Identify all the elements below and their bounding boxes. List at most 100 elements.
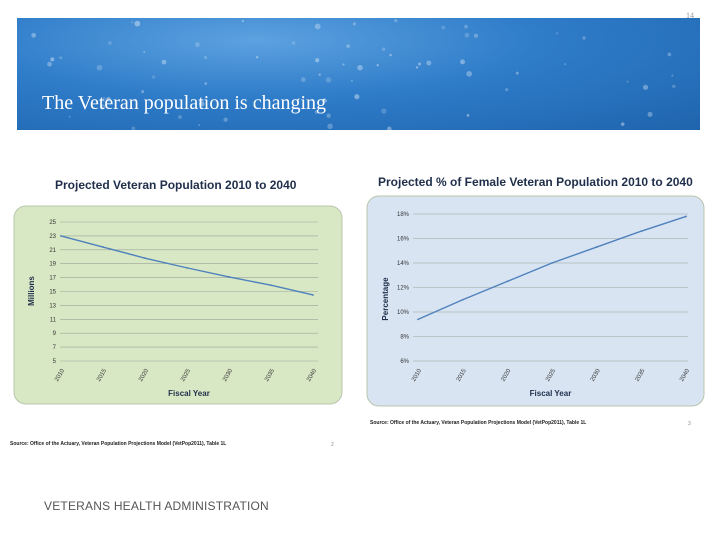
banner-star: [131, 21, 134, 24]
footer-text: VETERANS HEALTH ADMINISTRATION: [44, 499, 269, 513]
banner-star: [389, 53, 392, 57]
banner-star: [346, 44, 350, 48]
banner-star: [101, 96, 107, 103]
banner-star: [327, 123, 333, 130]
banner-star: [376, 63, 379, 67]
banner-star: [620, 122, 625, 126]
banner-star: [350, 79, 354, 83]
banner-star: [466, 113, 470, 117]
chart2-data-point: [685, 215, 687, 218]
banner-star: [59, 56, 63, 60]
chart1-y-tick-label: 21: [49, 248, 56, 254]
chart2-y-axis-label: Percentage: [381, 277, 390, 321]
chart1-data-point: [186, 266, 188, 269]
chart2-x-axis-label: Fiscal Year: [530, 389, 572, 398]
chart2-y-tick-label: 6%: [400, 359, 409, 365]
chart1-y-tick-label: 17: [49, 276, 56, 282]
banner-star: [460, 59, 466, 65]
banner-star: [505, 88, 509, 92]
chart2-source: Source: Office of the Actuary, Veteran P…: [370, 420, 587, 426]
chart1-title: Projected Veteran Population 2010 to 204…: [55, 178, 297, 192]
banner-star: [134, 20, 141, 27]
banner-star: [352, 22, 356, 26]
page-number: 14: [686, 11, 694, 20]
banner-star: [357, 64, 363, 71]
banner-star: [152, 75, 156, 79]
chart2-data-point: [417, 318, 419, 321]
banner-star: [256, 56, 259, 59]
chart1-y-tick-label: 19: [49, 262, 56, 268]
banner-star: [466, 71, 472, 77]
banner-star: [394, 19, 398, 23]
chart1-y-tick-label: 23: [49, 234, 56, 240]
banner-star: [381, 47, 386, 51]
chart1-y-tick-label: 15: [49, 290, 56, 296]
banner-star: [198, 101, 205, 107]
banner-star: [315, 58, 320, 63]
chart2-data-point: [506, 280, 509, 283]
chart1-y-tick-label: 7: [53, 345, 57, 351]
banner-star: [647, 111, 653, 117]
chart1-y-axis-label: Millions: [27, 276, 36, 306]
banner-star: [323, 99, 327, 103]
chart1-data-point: [144, 257, 146, 260]
banner-star: [564, 62, 567, 66]
banner-star: [96, 64, 103, 71]
banner-star: [464, 24, 469, 29]
chart1-data-point: [228, 276, 230, 278]
chart1-source-ref: 2: [331, 442, 334, 448]
banner-star: [515, 71, 519, 75]
chart1-data-point: [102, 246, 104, 248]
banner-star: [107, 41, 112, 45]
banner-star: [291, 41, 296, 45]
banner-star: [50, 57, 55, 62]
banner-star: [300, 77, 306, 82]
chart1-data-point: [60, 235, 62, 237]
banner-star: [47, 61, 52, 67]
banner-star: [31, 32, 37, 38]
chart1-source: Source: Office of the Actuary, Veteran P…: [10, 441, 227, 447]
chart2-data-point: [595, 246, 598, 248]
star-pattern: [31, 19, 676, 130]
banner-star: [626, 80, 629, 83]
slide-title: The Veteran population is changing: [42, 92, 327, 114]
banner-star: [672, 84, 676, 88]
banner-star: [241, 19, 244, 23]
banner-star: [642, 84, 649, 90]
banner-star: [325, 77, 332, 83]
banner-star: [204, 82, 208, 85]
banner-star: [326, 113, 331, 118]
banner-star: [555, 31, 559, 35]
banner-star: [141, 90, 145, 94]
banner-star: [203, 55, 208, 60]
banner-star: [671, 74, 674, 77]
banner-star: [441, 25, 446, 30]
banner-star: [106, 96, 111, 102]
chart2-y-tick-label: 16%: [397, 237, 410, 243]
chart2-source-ref: 3: [688, 421, 691, 427]
chart2-plot-background: [366, 195, 705, 407]
chart2-title: Projected % of Female Veteran Population…: [378, 175, 693, 189]
banner-star: [415, 66, 419, 69]
chart2-y-tick-label: 18%: [397, 212, 410, 218]
chart1-y-tick-label: 25: [49, 220, 56, 226]
chart1-x-axis-label: Fiscal Year: [168, 389, 210, 398]
chart2-y-tick-label: 10%: [397, 310, 410, 316]
chart1-data-point: [312, 294, 314, 296]
banner-star: [354, 94, 360, 100]
banner-star: [143, 50, 146, 54]
chart1-data-point: [270, 284, 272, 287]
banner-star: [314, 23, 321, 30]
banner-star: [178, 115, 182, 119]
banner-star: [68, 115, 71, 118]
chart2-data-point: [461, 298, 464, 301]
banner-star: [161, 59, 167, 65]
banner-star: [582, 36, 586, 40]
banner-star: [314, 110, 319, 114]
chart2-y-tick-label: 8%: [400, 335, 409, 341]
banner-star: [387, 126, 392, 130]
chart1-y-tick-label: 5: [53, 359, 57, 365]
chart1-y-tick-label: 11: [50, 317, 57, 323]
